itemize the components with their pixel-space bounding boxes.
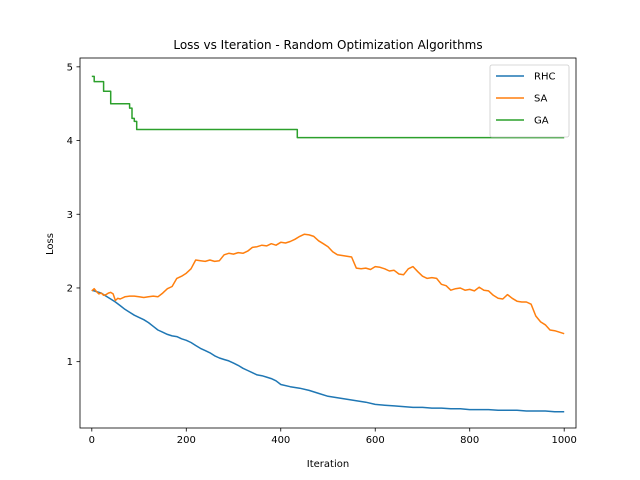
y-tick-label: 1 bbox=[67, 357, 73, 368]
x-tick-label: 200 bbox=[177, 435, 196, 446]
y-axis-ticks: 1 2 3 4 5 bbox=[67, 62, 80, 368]
x-tick-label: 400 bbox=[271, 435, 290, 446]
x-tick-label: 600 bbox=[366, 435, 385, 446]
y-tick-label: 3 bbox=[67, 210, 73, 221]
x-tick-label: 1000 bbox=[551, 435, 576, 446]
legend-label-sa: SA bbox=[534, 94, 548, 105]
y-tick-label: 4 bbox=[67, 136, 73, 147]
series-lines bbox=[91, 75, 565, 413]
axes-frame bbox=[79, 57, 577, 429]
legend-label-ga: GA bbox=[534, 116, 549, 127]
legend-label-rhc: RHC bbox=[534, 72, 555, 83]
y-tick-label: 2 bbox=[67, 283, 73, 294]
x-tick-label: 800 bbox=[460, 435, 479, 446]
series-line-sa bbox=[91, 233, 565, 335]
series-line-rhc bbox=[91, 289, 565, 413]
x-axis-label: Iteration bbox=[307, 459, 349, 470]
x-axis-ticks: 0 200 400 600 800 1000 bbox=[89, 428, 577, 446]
chart-title: Loss vs Iteration - Random Optimization … bbox=[173, 38, 482, 52]
y-axis-label: Loss bbox=[45, 233, 56, 255]
y-tick-label: 5 bbox=[67, 62, 73, 73]
legend: RHC SA GA bbox=[489, 64, 570, 138]
x-tick-label: 0 bbox=[89, 435, 95, 446]
legend-box bbox=[489, 64, 570, 138]
series-line-ga bbox=[91, 75, 565, 139]
